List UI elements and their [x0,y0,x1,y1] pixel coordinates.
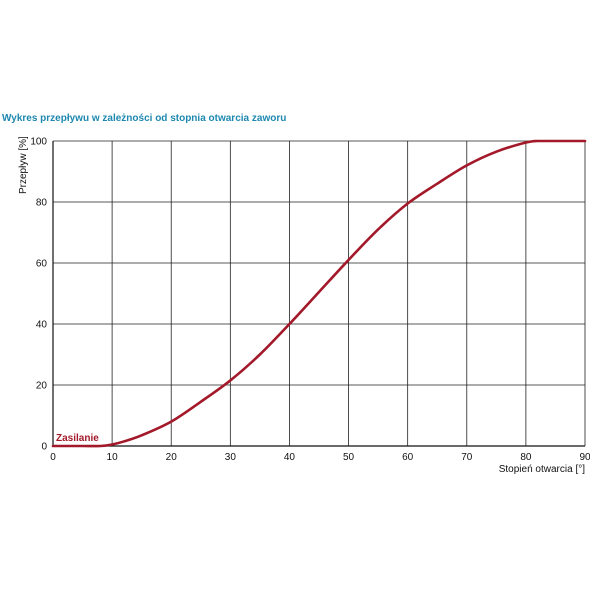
y-tick-label: 20 [36,381,48,392]
x-tick-label: 20 [166,452,178,463]
x-tick-label: 80 [520,452,532,463]
y-tick-label: 40 [36,320,48,331]
x-tick-label: 70 [461,452,473,463]
tick-labels: 0 10 20 30 40 50 60 70 80 90 0 20 40 60 80 100 [30,137,590,464]
x-tick-label: 30 [225,452,237,463]
y-tick-label: 0 [41,442,47,453]
x-tick-label: 90 [579,452,590,463]
series-lines: Zasilanie [51,139,587,448]
x-tick-label: 40 [284,452,296,463]
chart-title: Wykres przepływu w zależności od stopnia… [2,113,287,124]
x-tick-label: 60 [402,452,414,463]
x-tick-label: 0 [50,452,56,463]
y-tick-label: 60 [36,259,48,270]
x-tick-label: 10 [107,452,119,463]
series-label: Zasilanie [56,433,99,444]
x-tick-label: 50 [343,452,355,463]
y-tick-label: 80 [36,198,48,209]
series-line-0 [51,139,587,448]
x-axis-label: Stopień otwarcia [°] [499,464,585,475]
y-tick-label: 100 [30,137,47,148]
axes [52,141,585,447]
y-axis-label: Przepływ [%] [18,136,29,194]
grid [53,140,586,446]
